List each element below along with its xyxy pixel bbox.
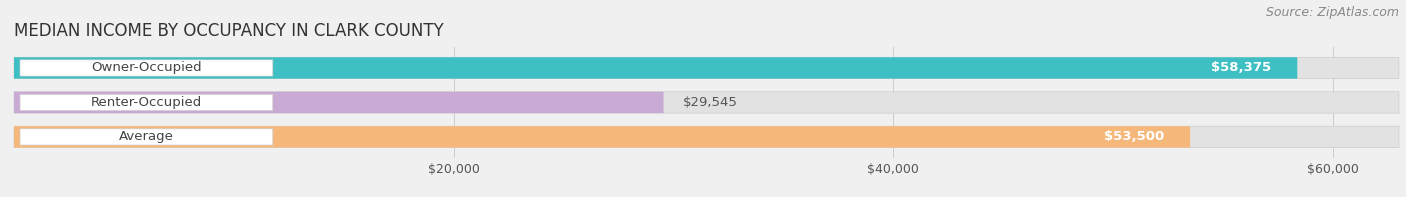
FancyBboxPatch shape xyxy=(20,94,273,111)
Text: $29,545: $29,545 xyxy=(683,96,738,109)
FancyBboxPatch shape xyxy=(14,57,1298,79)
Text: MEDIAN INCOME BY OCCUPANCY IN CLARK COUNTY: MEDIAN INCOME BY OCCUPANCY IN CLARK COUN… xyxy=(14,22,444,40)
Text: $53,500: $53,500 xyxy=(1104,130,1164,143)
FancyBboxPatch shape xyxy=(14,57,1399,79)
FancyBboxPatch shape xyxy=(14,92,1399,113)
Text: Average: Average xyxy=(120,130,174,143)
FancyBboxPatch shape xyxy=(20,60,273,76)
Text: $58,375: $58,375 xyxy=(1211,61,1271,74)
FancyBboxPatch shape xyxy=(14,92,664,113)
Text: Renter-Occupied: Renter-Occupied xyxy=(91,96,202,109)
FancyBboxPatch shape xyxy=(20,129,273,145)
FancyBboxPatch shape xyxy=(14,126,1399,148)
FancyBboxPatch shape xyxy=(14,126,1189,148)
Text: Source: ZipAtlas.com: Source: ZipAtlas.com xyxy=(1265,6,1399,19)
Text: Owner-Occupied: Owner-Occupied xyxy=(91,61,201,74)
